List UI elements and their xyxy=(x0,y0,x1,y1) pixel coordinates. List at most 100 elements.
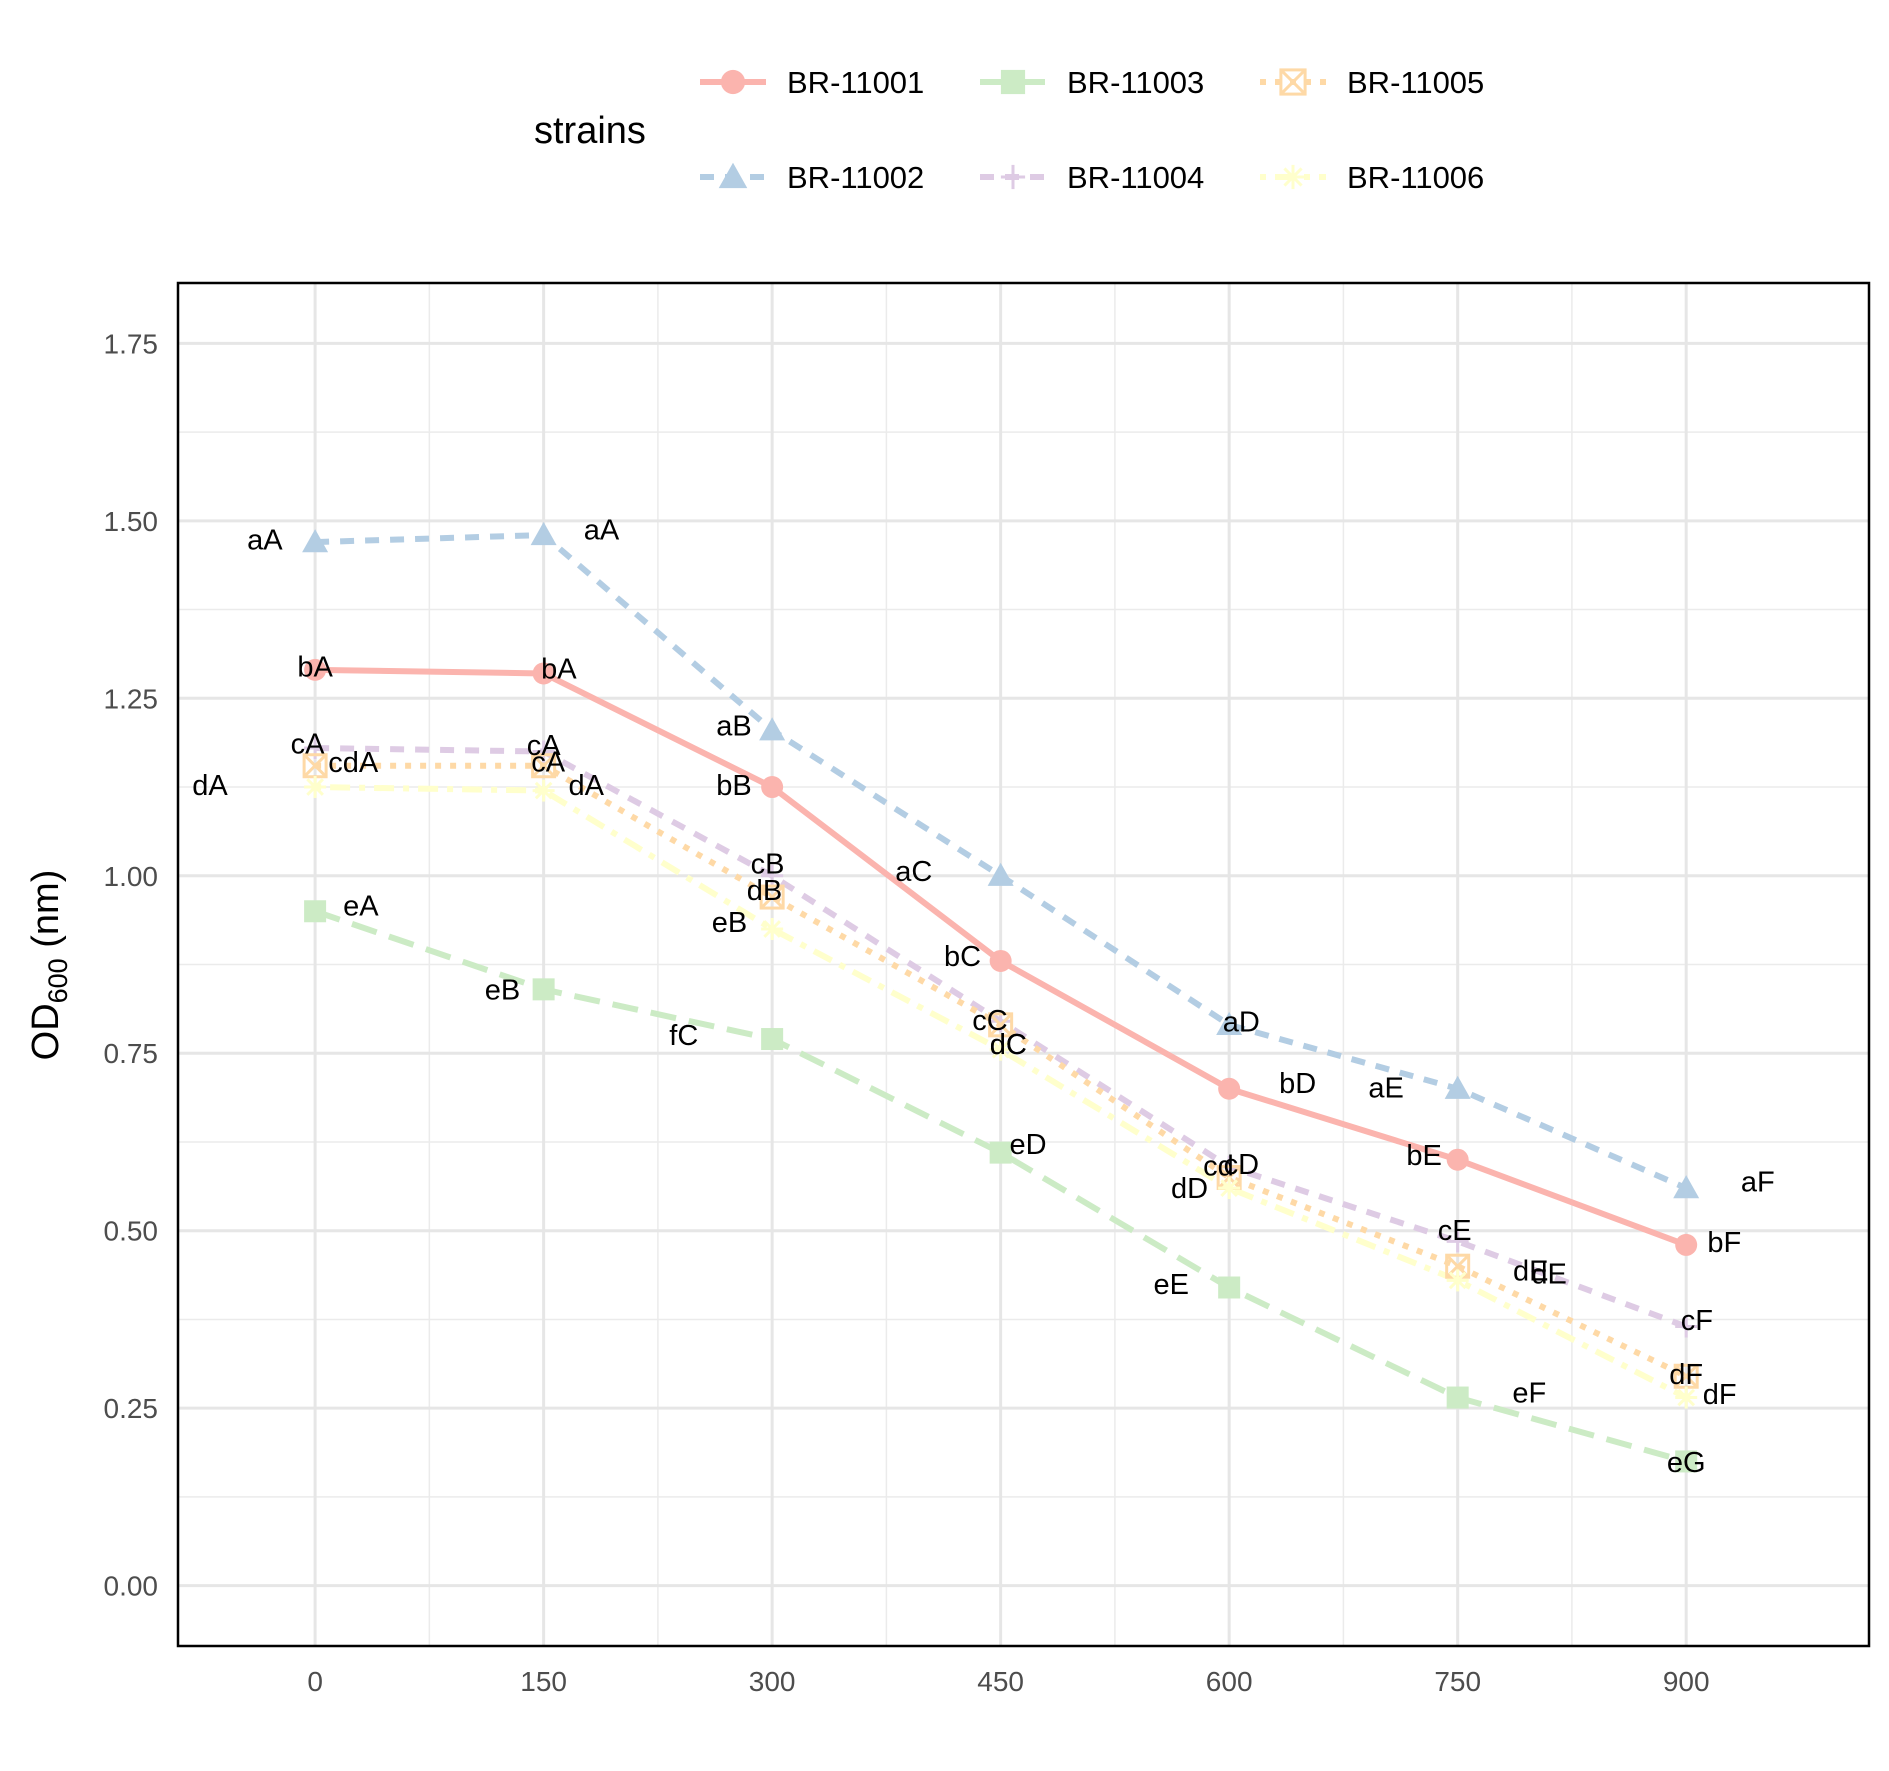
point-label-br-11005: cA xyxy=(531,746,566,778)
legend: BR-11001 BR-11003 BR-11005 BR-11002 BR-11004… xyxy=(700,65,1484,195)
y-tick-label: 0.75 xyxy=(104,1038,159,1069)
data-point-br-11004 xyxy=(1675,1315,1698,1338)
legend-key-marker-br-11006 xyxy=(1280,164,1306,190)
point-label-br-11004: cD xyxy=(1224,1149,1259,1181)
data-point-br-11006 xyxy=(761,918,784,941)
point-label-br-11005: cdA xyxy=(328,747,379,779)
data-point-br-11003 xyxy=(304,900,327,923)
data-point-br-11004 xyxy=(532,740,555,763)
x-tick-label: 150 xyxy=(520,1666,567,1697)
point-label-br-11005: cd xyxy=(1203,1150,1234,1182)
data-point-br-11001 xyxy=(1675,1233,1698,1256)
data-point-br-11001 xyxy=(1218,1077,1241,1100)
x-axis-ticks: 0 150 300 450 600 750 900 xyxy=(307,1666,1709,1697)
legend-label-br-11001: BR-11001 xyxy=(787,65,924,100)
data-point-br-11001 xyxy=(761,776,784,799)
data-point-br-11006 xyxy=(304,776,327,799)
data-point-br-11003 xyxy=(532,978,555,1001)
point-label-br-11003: eF xyxy=(1512,1378,1546,1410)
legend-title: strains xyxy=(534,110,646,152)
legend-label-br-11006: BR-11006 xyxy=(1347,160,1484,195)
data-point-br-11002 xyxy=(530,522,557,546)
data-point-br-11005 xyxy=(302,753,328,779)
y-tick-label: 0.50 xyxy=(104,1216,159,1247)
point-label-br-11001: bC xyxy=(944,941,981,973)
point-label-br-11002: aD xyxy=(1223,1006,1260,1038)
point-label-br-11006: dA xyxy=(192,770,228,802)
data-point-br-11006 xyxy=(1446,1269,1469,1292)
x-tick-label: 0 xyxy=(307,1666,323,1697)
x-tick-label: 750 xyxy=(1434,1666,1481,1697)
data-point-br-11001 xyxy=(304,658,327,681)
y-axis-ticks: 0.00 0.25 0.50 0.75 1.00 1.25 1.50 1.75 xyxy=(104,328,159,1601)
y-tick-label: 0.25 xyxy=(104,1393,159,1424)
point-label-br-11004: cC xyxy=(972,1005,1007,1037)
point-label-br-11003: fC xyxy=(669,1020,698,1052)
data-point-br-11006 xyxy=(532,779,555,802)
data-point-br-11003 xyxy=(1446,1386,1469,1409)
legend-key-marker-br-11001 xyxy=(720,69,746,95)
data-point-br-11005 xyxy=(759,884,785,910)
point-label-br-11002: aA xyxy=(584,514,620,546)
point-label-br-11006: dD xyxy=(1171,1173,1208,1205)
point-label-br-11001: bF xyxy=(1707,1227,1741,1259)
point-label-br-11001: bD xyxy=(1279,1068,1316,1100)
point-label-br-11002: aF xyxy=(1741,1167,1775,1199)
legend-label-br-11004: BR-11004 xyxy=(1067,160,1204,195)
legend-key-marker-br-11002 xyxy=(718,162,748,189)
data-point-br-11005 xyxy=(531,753,557,779)
y-axis-title-suffix: (nm) xyxy=(25,870,67,959)
point-label-br-11005: dE xyxy=(1513,1255,1548,1287)
point-label-br-11006: dC xyxy=(990,1029,1027,1061)
x-tick-label: 600 xyxy=(1206,1666,1253,1697)
y-tick-label: 1.25 xyxy=(104,683,159,714)
series-markers xyxy=(302,522,1700,1473)
data-point-br-11006 xyxy=(1675,1386,1698,1409)
point-label-br-11003: eB xyxy=(485,974,520,1006)
data-point-br-11001 xyxy=(989,949,1012,972)
point-label-br-11006: eB xyxy=(712,907,747,939)
point-label-br-11005: dB xyxy=(747,875,782,907)
y-tick-label: 1.50 xyxy=(104,506,159,537)
point-label-br-11005: dF xyxy=(1669,1359,1703,1391)
data-point-br-11004 xyxy=(1446,1230,1469,1253)
data-point-br-11003 xyxy=(761,1028,784,1051)
point-label-br-11006: dF xyxy=(1703,1379,1737,1411)
point-label-br-11004: cE xyxy=(1438,1215,1472,1247)
plot-panel-border xyxy=(176,281,1871,1648)
point-label-br-11001: bE xyxy=(1406,1140,1441,1172)
data-point-br-11002 xyxy=(1216,1011,1243,1035)
point-label-br-11004: cB xyxy=(751,849,785,881)
data-point-br-11006 xyxy=(1218,1177,1241,1200)
point-labels: bA bA bB bC bD bE bF aA aA aB aC aD aE aF eA eB fC eD eE eF… xyxy=(192,514,1774,1479)
legend-key-marker-br-11005 xyxy=(1279,68,1307,96)
point-label-br-11003: eA xyxy=(343,891,379,923)
x-tick-label: 300 xyxy=(749,1666,796,1697)
y-axis-title-subscript: 600 xyxy=(43,958,73,1003)
point-label-br-11005: dC xyxy=(990,1029,1027,1061)
data-point-br-11002 xyxy=(987,862,1014,886)
data-point-br-11005 xyxy=(988,1012,1014,1038)
y-axis-title-main: OD xyxy=(25,1003,67,1060)
point-label-br-11003: eD xyxy=(1010,1129,1047,1161)
data-point-br-11001 xyxy=(532,662,555,685)
point-label-br-11001: bA xyxy=(297,651,333,683)
x-tick-label: 450 xyxy=(977,1666,1024,1697)
data-point-br-11002 xyxy=(759,717,786,741)
point-label-br-11002: aB xyxy=(716,710,751,742)
point-label-br-11001: bA xyxy=(541,653,577,685)
legend-label-br-11003: BR-11003 xyxy=(1067,65,1204,100)
data-point-br-11002 xyxy=(302,529,329,553)
data-point-br-11002 xyxy=(1673,1175,1700,1199)
y-tick-label: 0.00 xyxy=(104,1571,159,1602)
point-label-br-11002: aE xyxy=(1368,1072,1403,1104)
point-label-br-11006: dE xyxy=(1531,1258,1566,1290)
data-point-br-11003 xyxy=(1218,1276,1241,1299)
point-label-br-11003: eE xyxy=(1154,1269,1189,1301)
point-label-br-11004: cA xyxy=(291,729,326,761)
point-label-br-11003: eG xyxy=(1667,1447,1706,1479)
data-point-br-11003 xyxy=(989,1141,1012,1164)
point-label-br-11006: dA xyxy=(569,770,605,802)
point-label-br-11001: bB xyxy=(716,770,751,802)
